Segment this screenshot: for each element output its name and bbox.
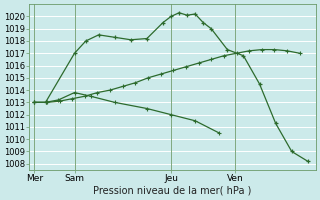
X-axis label: Pression niveau de la mer( hPa ): Pression niveau de la mer( hPa ) — [93, 186, 252, 196]
